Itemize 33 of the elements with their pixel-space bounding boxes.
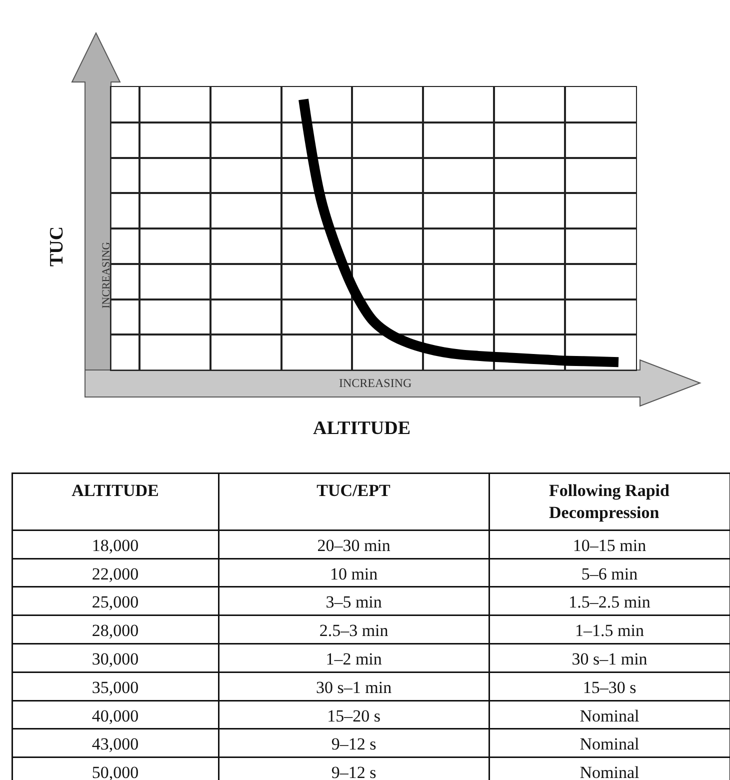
text: 1.5–2.5 min xyxy=(568,592,651,612)
text: Nominal xyxy=(580,706,640,726)
text: 1–2 min xyxy=(326,649,382,668)
text: 22,000 xyxy=(92,564,139,584)
text: TUC/EPT xyxy=(316,481,391,500)
text: 25,000 xyxy=(92,592,139,612)
text: 40,000 xyxy=(92,706,139,726)
text: 10–15 min xyxy=(572,536,647,555)
text: 20–30 min xyxy=(317,536,391,555)
text: 30 s–1 min xyxy=(316,678,392,697)
text: 28,000 xyxy=(92,621,139,640)
x-axis-title: ALTITUDE xyxy=(313,418,411,439)
text: 30 s–1 min xyxy=(572,649,648,668)
text: Following Rapid Decompression xyxy=(549,481,670,522)
text: 30,000 xyxy=(92,649,139,668)
text: 15–20 s xyxy=(327,706,380,726)
text: Nominal xyxy=(580,734,640,754)
text: 18,000 xyxy=(92,536,139,555)
text: 5–6 min xyxy=(581,564,638,584)
annotation: INCREASING xyxy=(100,242,112,308)
text: 43,000 xyxy=(92,734,139,754)
text: ALTITUDE xyxy=(72,481,159,500)
text: 3–5 min xyxy=(326,592,382,612)
text: 35,000 xyxy=(92,678,139,697)
text: 9–12 s xyxy=(331,763,376,780)
text: Nominal xyxy=(580,763,640,780)
text: 1–1.5 min xyxy=(575,621,644,640)
text: 2.5–3 min xyxy=(319,621,389,640)
y-axis-title: TUC xyxy=(46,226,68,266)
text: 9–12 s xyxy=(331,734,376,754)
text: 10 min xyxy=(330,564,378,584)
text: 15–30 s xyxy=(582,678,636,697)
text: INCREASING xyxy=(339,376,412,390)
